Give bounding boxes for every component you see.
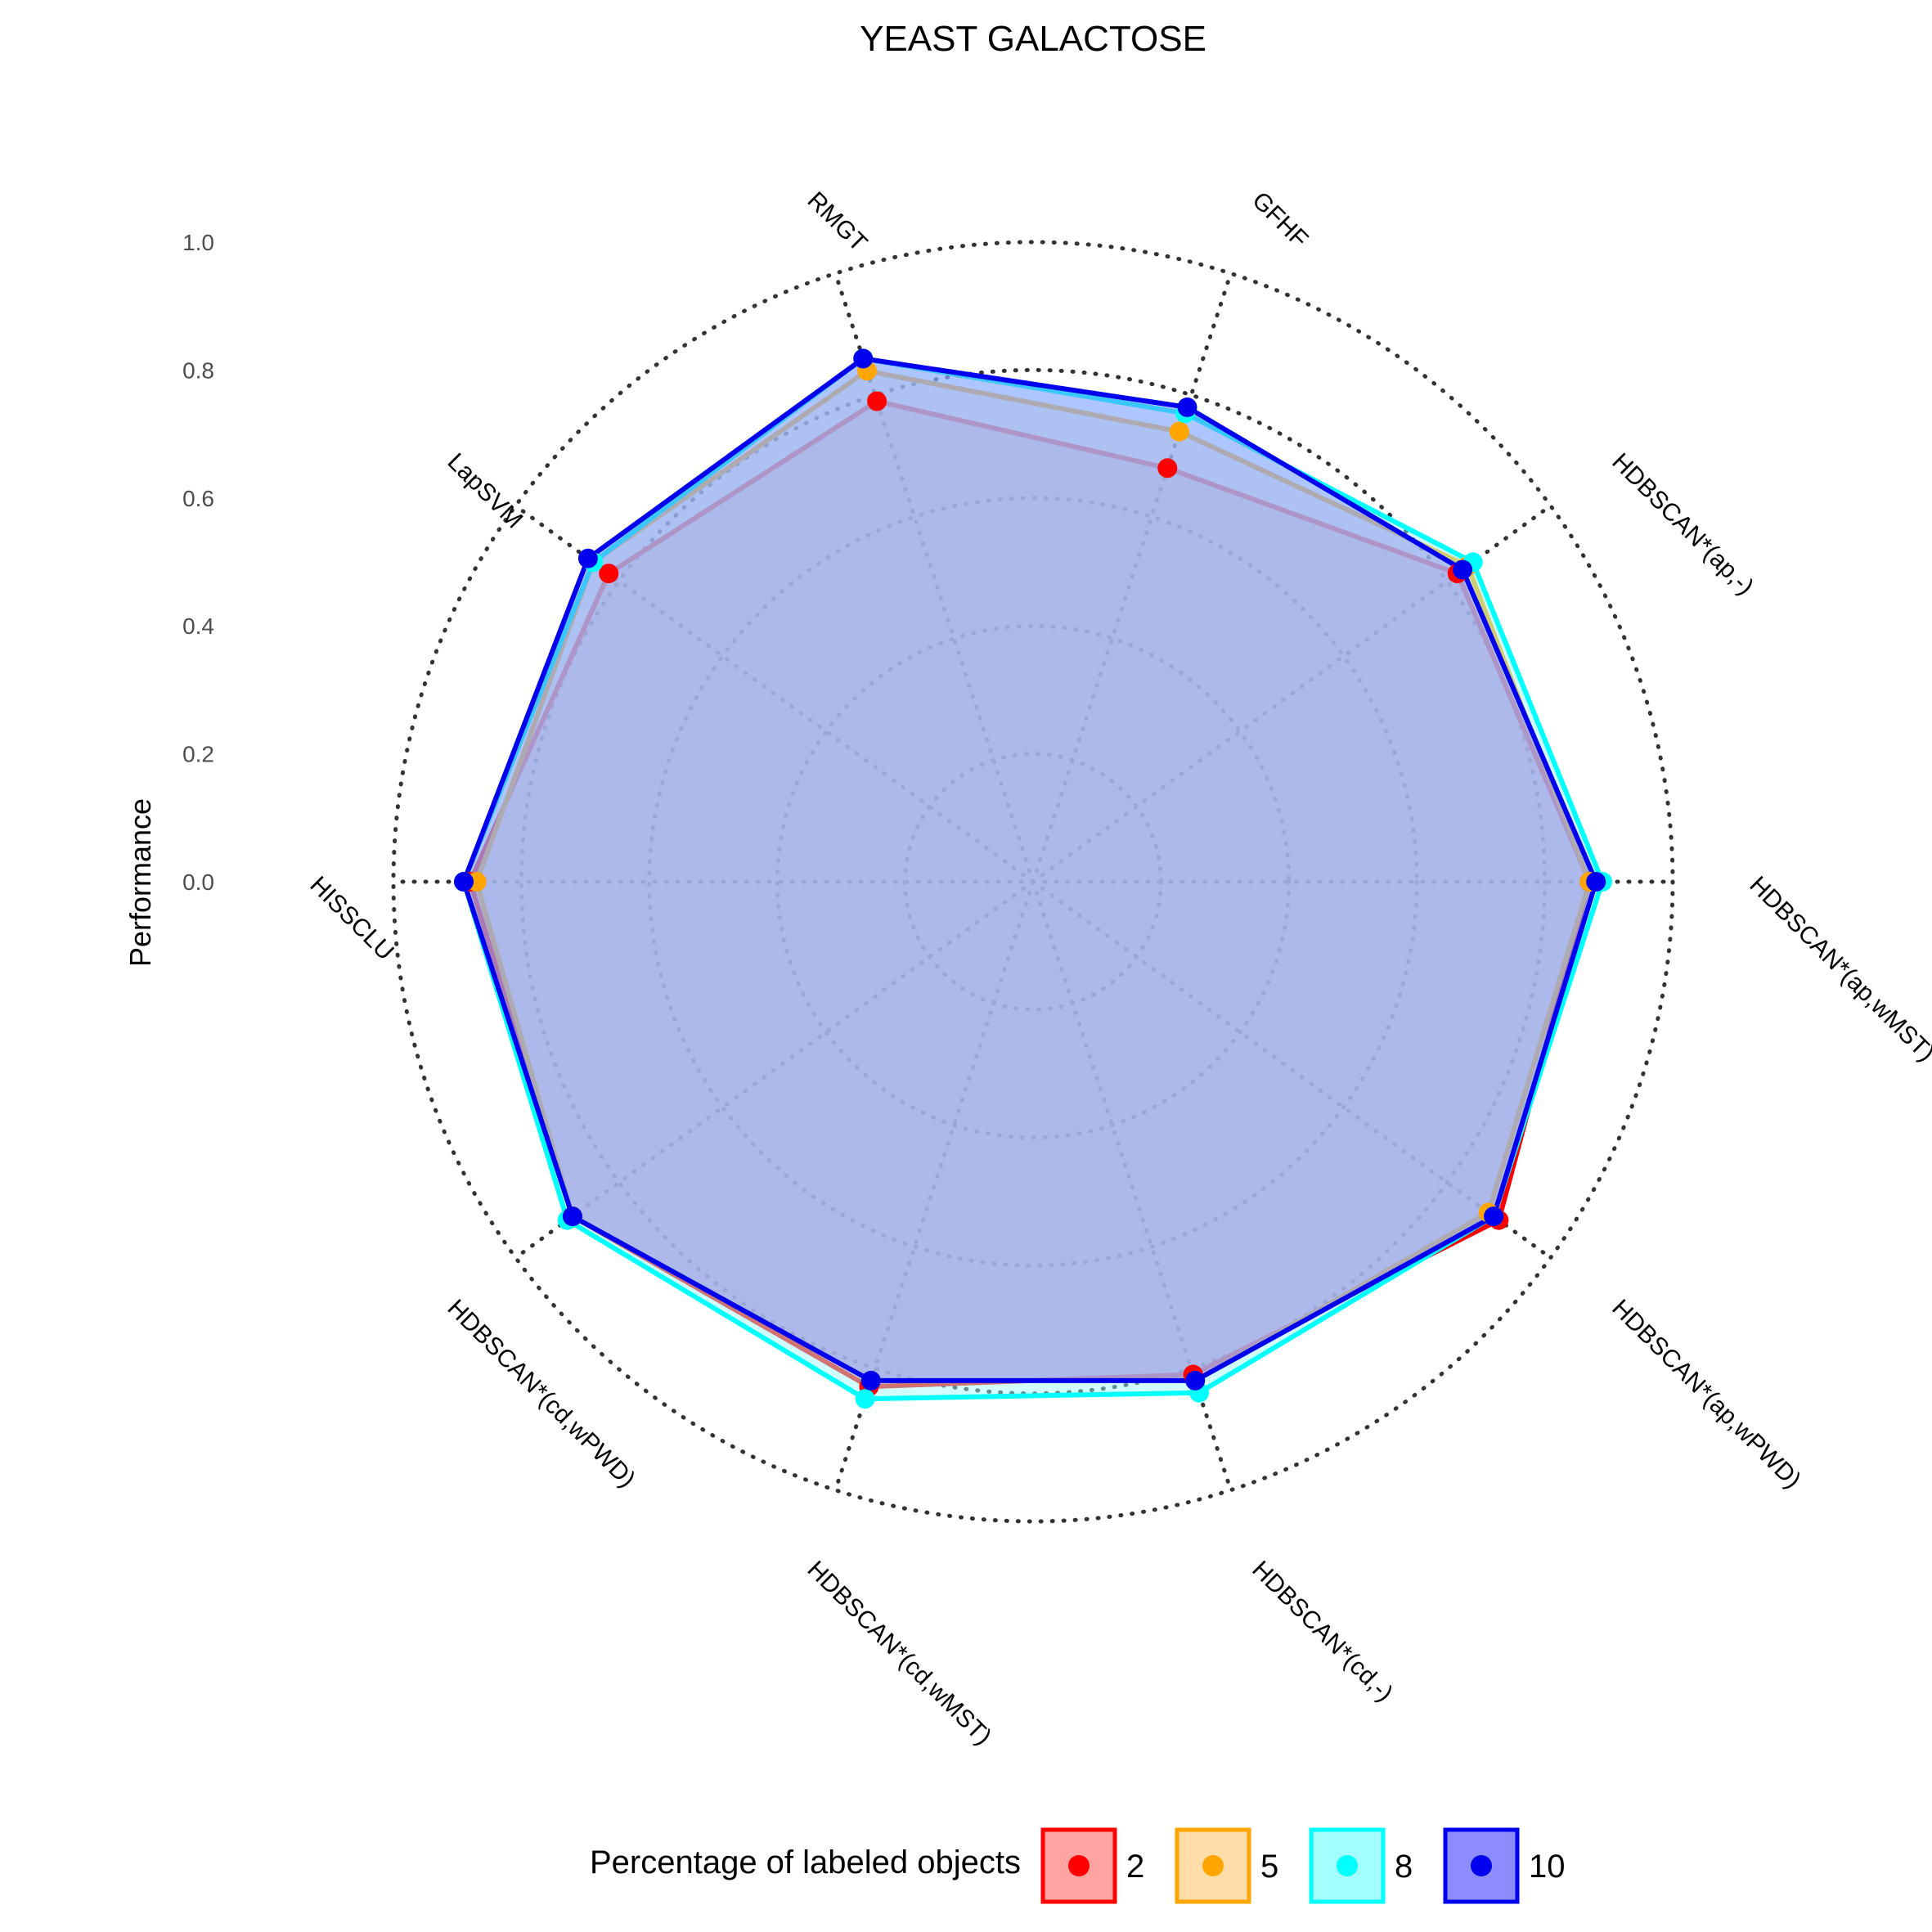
data-point-10 [1177, 397, 1197, 417]
category-label: LapSVM [443, 448, 528, 534]
category-label: HDBSCAN*(cd,-) [1247, 1556, 1398, 1707]
category-label: HDBSCAN*(cd,wPWD) [443, 1295, 641, 1494]
legend-label-8: 8 [1395, 1849, 1413, 1885]
radar-spokes [391, 271, 1675, 1493]
data-point-2 [1157, 458, 1178, 479]
y-tick-label: 0.8 [182, 357, 214, 383]
series-points [454, 348, 1612, 1409]
grid-circle [775, 623, 1292, 1140]
spoke-line [833, 271, 1036, 884]
grid-circle [647, 496, 1419, 1268]
legend-swatch-8 [1309, 1827, 1386, 1904]
y-tick-label: 0.2 [182, 742, 214, 767]
legend-dot-10 [1471, 1855, 1492, 1876]
legend-dot-2 [1068, 1855, 1090, 1876]
y-tick-label: 0.6 [182, 486, 214, 511]
data-point-10 [1586, 872, 1606, 892]
spoke-line [513, 879, 1036, 1260]
y-tick-label: 0.4 [182, 613, 214, 639]
legend-dot-8 [1337, 1855, 1358, 1876]
legend-title: Percentage of labeled objects [590, 1844, 1021, 1880]
series-polygons [461, 356, 1605, 1402]
data-point-10 [1453, 559, 1473, 580]
y-tick-label: 0.0 [182, 869, 214, 895]
y-axis-label: Performance [124, 798, 157, 967]
legend-label-10: 10 [1529, 1849, 1566, 1885]
legend-label-5: 5 [1260, 1849, 1278, 1885]
spoke-line [1031, 879, 1553, 1260]
y-axis-ticks: 0.0 0.2 0.4 0.6 0.8 1.0 [182, 230, 214, 895]
spoke-line [513, 503, 1036, 884]
legend-dot-5 [1202, 1855, 1224, 1876]
spoke-line [1031, 503, 1553, 884]
legend-items: 2 5 8 10 [1040, 1827, 1566, 1904]
grid-circle [391, 240, 1675, 1524]
spoke-line [1031, 879, 1233, 1493]
data-point-10 [562, 1206, 582, 1227]
legend-label-2: 2 [1126, 1849, 1144, 1885]
y-tick-label: 1.0 [182, 230, 214, 255]
category-label: HDBSCAN*(ap,wMST) [1744, 871, 1932, 1067]
data-point-10 [853, 348, 874, 369]
category-label: HDBSCAN*(cd,wMST) [802, 1556, 997, 1750]
category-label: HDBSCAN*(ap,wPWD) [1606, 1295, 1806, 1494]
data-point-2 [867, 391, 887, 411]
legend-swatch-5 [1175, 1827, 1251, 1904]
series-polygon-10 [461, 356, 1599, 1383]
chart-title: YEAST GALACTOSE [860, 19, 1206, 59]
data-point-2 [599, 564, 619, 584]
data-point-10 [454, 872, 474, 892]
category-label: RMGT [802, 186, 873, 257]
data-point-10 [1484, 1206, 1504, 1227]
category-label: HDBSCAN*(ap,-) [1606, 448, 1759, 600]
data-point-5 [1169, 421, 1189, 442]
legend: Percentage of labeled objects 2 5 8 10 [590, 1827, 1566, 1904]
category-label: GFHF [1247, 186, 1313, 253]
data-point-8 [855, 1389, 875, 1409]
spoke-line [1031, 271, 1233, 884]
category-label: HISSCLU [304, 871, 398, 965]
spoke-line [833, 879, 1036, 1493]
data-point-10 [860, 1370, 881, 1391]
data-point-10 [577, 548, 598, 568]
data-point-10 [1185, 1370, 1206, 1391]
